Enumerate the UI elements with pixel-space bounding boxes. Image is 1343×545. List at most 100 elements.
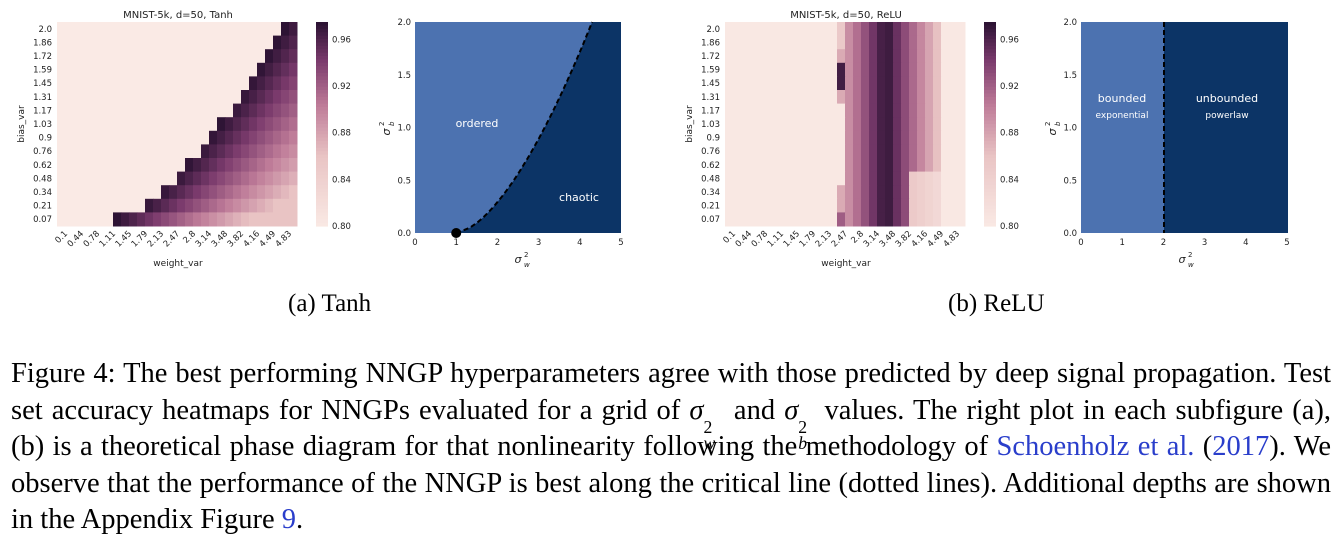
heatmap-cell	[145, 62, 154, 77]
heatmap-cell	[821, 185, 830, 200]
heatmap-cell	[193, 90, 202, 105]
heatmap-cell	[797, 185, 806, 200]
heatmap-cell	[789, 144, 798, 159]
heatmap-cell	[957, 212, 966, 227]
heatmap-cell	[821, 62, 830, 77]
heatmap-cell	[757, 185, 766, 200]
heatmap-cell	[137, 62, 146, 77]
heatmap-cell	[773, 22, 782, 37]
heatmap-cell	[749, 49, 758, 64]
heatmap-cell	[225, 144, 234, 159]
heatmap-cell	[741, 49, 750, 64]
heatmap-cell	[97, 158, 106, 173]
heatmap-cell	[829, 49, 838, 64]
heatmap-cell	[877, 198, 886, 213]
heatmap-cell	[813, 117, 822, 132]
heatmap-cell	[725, 130, 734, 145]
heatmap-cell	[877, 130, 886, 145]
heatmap-cell	[797, 49, 806, 64]
heatmap-cell	[733, 198, 742, 213]
heatmap-cell	[861, 103, 870, 118]
heatmap-cell	[813, 185, 822, 200]
heatmap-cell	[217, 158, 226, 173]
heatmap-cell	[893, 212, 902, 227]
heatmap-cell	[893, 103, 902, 118]
heatmap-cell	[949, 130, 958, 145]
heatmap-cell	[733, 49, 742, 64]
heatmap-cell	[193, 130, 202, 145]
heatmap-cell	[805, 35, 814, 50]
citation-link[interactable]: Schoenholz et al.	[996, 431, 1195, 462]
heatmap-cell	[65, 212, 74, 227]
heatmap-cell	[257, 198, 266, 213]
figure-ref-link[interactable]: 9	[281, 504, 296, 535]
heatmap-cell	[289, 62, 298, 77]
heatmap-cell	[129, 35, 138, 50]
heatmap-cell	[289, 212, 298, 227]
xtick-label: 3.82	[226, 229, 246, 249]
heatmap-cell	[877, 212, 886, 227]
heatmap-cell	[185, 90, 194, 105]
heatmap-cell	[233, 35, 242, 50]
heatmap-cell	[273, 185, 282, 200]
heatmap-cell	[781, 171, 790, 186]
heatmap-cell	[81, 103, 90, 118]
svg-text:σ: σ	[380, 127, 393, 135]
heatmap-cell	[265, 117, 274, 132]
heatmap-cell	[217, 62, 226, 77]
heatmap-cell	[265, 22, 274, 37]
heatmap-cell	[185, 22, 194, 37]
heatmap-cell	[797, 198, 806, 213]
heatmap-cell	[821, 49, 830, 64]
heatmap-cell	[57, 185, 66, 200]
heatmap-cell	[145, 198, 154, 213]
heatmap-cell	[773, 35, 782, 50]
heatmap-cell	[217, 212, 226, 227]
heatmap-cell	[909, 76, 918, 91]
heatmap-cell	[877, 49, 886, 64]
citation-year-link[interactable]: 2017	[1212, 431, 1270, 462]
heatmap-cell	[177, 62, 186, 77]
heatmap-cell	[73, 22, 82, 37]
ytick-label: 2.0	[706, 25, 720, 35]
critical-point-marker	[451, 228, 462, 238]
heatmap-cell	[725, 103, 734, 118]
heatmap-cell	[233, 22, 242, 37]
heatmap-cell	[901, 35, 910, 50]
phase-xtick-label: 0	[412, 238, 417, 248]
heatmap-cell	[209, 198, 218, 213]
heatmap-cell	[853, 76, 862, 91]
heatmap-cell	[225, 198, 234, 213]
heatmap-cell	[741, 62, 750, 77]
heatmap-cell	[949, 117, 958, 132]
heatmap-cell	[217, 198, 226, 213]
heatmap-cell	[933, 90, 942, 105]
heatmap-cell	[241, 35, 250, 50]
heatmap-cell	[877, 103, 886, 118]
xtick-label: 2.47	[162, 229, 182, 249]
heatmap-cell	[81, 130, 90, 145]
heatmap-cell	[909, 35, 918, 50]
heatmap-cell	[821, 212, 830, 227]
heatmap-cell	[941, 90, 950, 105]
heatmap-cell	[137, 171, 146, 186]
heatmap-cell	[57, 62, 66, 77]
heatmap-cell	[781, 117, 790, 132]
heatmap-cell	[257, 62, 266, 77]
heatmap-cell	[89, 198, 98, 213]
heatmap-cell	[957, 62, 966, 77]
heatmap-cell	[249, 76, 258, 91]
heatmap-cell	[201, 62, 210, 77]
heatmap-cell	[233, 103, 242, 118]
heatmap-cell	[97, 76, 106, 91]
heatmap-cell	[773, 62, 782, 77]
heatmap-cell	[925, 90, 934, 105]
heatmap-cell	[749, 62, 758, 77]
colorbar-tick-label: 0.92	[332, 82, 351, 92]
heatmap-cell	[89, 117, 98, 132]
heatmap-cell	[265, 76, 274, 91]
heatmap-yticks: 2.0 1.86 1.72 1.59 1.45 1.31 1.17 1.03 0.9 0.76 0.…	[33, 25, 52, 225]
heatmap-cell	[57, 171, 66, 186]
heatmap-cell	[925, 22, 934, 37]
heatmap-xlabel: weight_var	[153, 259, 203, 269]
